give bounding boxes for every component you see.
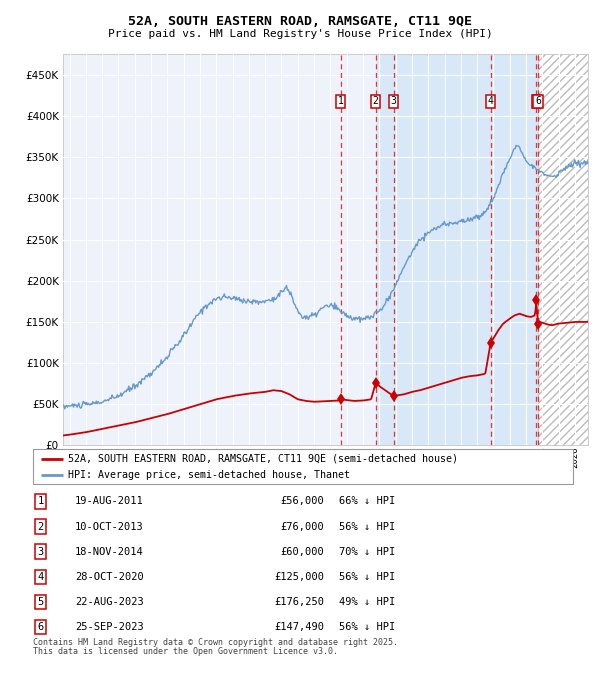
Text: This data is licensed under the Open Government Licence v3.0.: This data is licensed under the Open Gov… xyxy=(33,647,338,656)
Text: 28-OCT-2020: 28-OCT-2020 xyxy=(75,572,144,582)
Text: 1: 1 xyxy=(338,97,344,106)
Text: Contains HM Land Registry data © Crown copyright and database right 2025.: Contains HM Land Registry data © Crown c… xyxy=(33,639,398,647)
Text: 52A, SOUTH EASTERN ROAD, RAMSGATE, CT11 9QE (semi-detached house): 52A, SOUTH EASTERN ROAD, RAMSGATE, CT11 … xyxy=(68,454,458,464)
Text: 56% ↓ HPI: 56% ↓ HPI xyxy=(339,572,395,582)
Text: Price paid vs. HM Land Registry's House Price Index (HPI): Price paid vs. HM Land Registry's House … xyxy=(107,29,493,39)
Bar xyxy=(376,54,538,445)
Text: 25-SEP-2023: 25-SEP-2023 xyxy=(75,622,144,632)
Bar xyxy=(538,54,588,445)
Text: £176,250: £176,250 xyxy=(274,597,324,607)
Text: 6: 6 xyxy=(535,97,541,106)
Text: 5: 5 xyxy=(533,97,539,106)
Text: 1: 1 xyxy=(38,496,44,507)
Text: £76,000: £76,000 xyxy=(280,522,324,532)
Text: £125,000: £125,000 xyxy=(274,572,324,582)
Text: 2: 2 xyxy=(373,97,379,106)
FancyBboxPatch shape xyxy=(33,449,573,484)
Text: 18-NOV-2014: 18-NOV-2014 xyxy=(75,547,144,557)
Text: 19-AUG-2011: 19-AUG-2011 xyxy=(75,496,144,507)
Text: 49% ↓ HPI: 49% ↓ HPI xyxy=(339,597,395,607)
Text: £60,000: £60,000 xyxy=(280,547,324,557)
Text: 3: 3 xyxy=(391,97,397,106)
Text: 4: 4 xyxy=(488,97,494,106)
Text: 56% ↓ HPI: 56% ↓ HPI xyxy=(339,622,395,632)
Text: 2: 2 xyxy=(38,522,44,532)
Text: 10-OCT-2013: 10-OCT-2013 xyxy=(75,522,144,532)
Text: 6: 6 xyxy=(38,622,44,632)
Text: £147,490: £147,490 xyxy=(274,622,324,632)
Text: 70% ↓ HPI: 70% ↓ HPI xyxy=(339,547,395,557)
Text: 3: 3 xyxy=(38,547,44,557)
Text: 66% ↓ HPI: 66% ↓ HPI xyxy=(339,496,395,507)
Text: 56% ↓ HPI: 56% ↓ HPI xyxy=(339,522,395,532)
Text: £56,000: £56,000 xyxy=(280,496,324,507)
Text: 52A, SOUTH EASTERN ROAD, RAMSGATE, CT11 9QE: 52A, SOUTH EASTERN ROAD, RAMSGATE, CT11 … xyxy=(128,15,472,29)
Text: 22-AUG-2023: 22-AUG-2023 xyxy=(75,597,144,607)
Text: 5: 5 xyxy=(38,597,44,607)
Text: HPI: Average price, semi-detached house, Thanet: HPI: Average price, semi-detached house,… xyxy=(68,471,350,480)
Text: 4: 4 xyxy=(38,572,44,582)
